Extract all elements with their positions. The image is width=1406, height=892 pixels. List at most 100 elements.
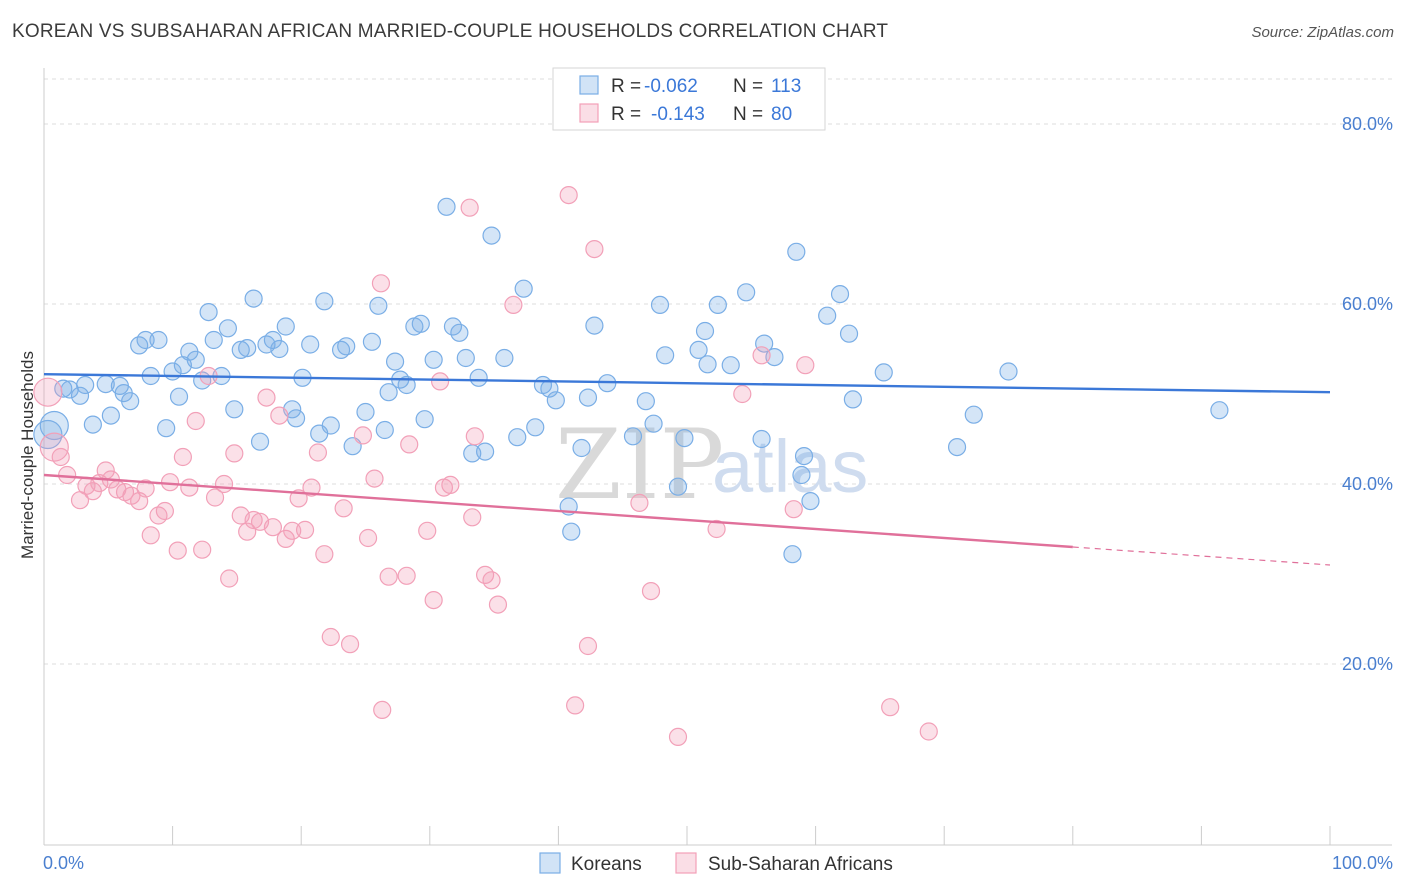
subsaharan-point bbox=[379, 567, 398, 586]
korean-point bbox=[369, 296, 388, 315]
subsaharan-point bbox=[33, 377, 63, 407]
subsaharan-point bbox=[358, 528, 378, 548]
korean-point bbox=[70, 386, 90, 405]
korean-point bbox=[375, 420, 394, 440]
korean-point bbox=[450, 323, 469, 342]
x-tick-label: 100.0% bbox=[1332, 853, 1393, 873]
korean-point bbox=[286, 409, 306, 428]
korean-point bbox=[1210, 401, 1229, 420]
korean-point bbox=[752, 429, 771, 449]
korean-point bbox=[263, 330, 283, 350]
subsaharan-point bbox=[578, 636, 598, 656]
korean-point bbox=[238, 339, 257, 358]
legend-n-label-subsaharan: N = bbox=[733, 104, 763, 125]
legend-r-label-koreans: R = bbox=[611, 76, 641, 97]
korean-point bbox=[331, 340, 351, 359]
y-axis-title: Married-couple Households bbox=[18, 351, 37, 559]
subsaharan-point bbox=[173, 447, 192, 467]
korean-point bbox=[668, 477, 688, 496]
korean-point bbox=[585, 316, 604, 335]
subsaharan-point bbox=[441, 475, 460, 494]
subsaharan-trend-extension bbox=[1072, 546, 1331, 566]
korean-point bbox=[250, 432, 270, 451]
subsaharan-point bbox=[205, 488, 225, 507]
korean-point bbox=[101, 406, 120, 425]
subsaharan-point bbox=[283, 521, 302, 540]
y-tick-label: 20.0% bbox=[1342, 654, 1393, 674]
korean-point bbox=[695, 321, 715, 341]
korean-point bbox=[839, 324, 859, 343]
korean-point bbox=[76, 375, 95, 395]
korean-point bbox=[244, 289, 263, 308]
korean-point bbox=[437, 197, 456, 216]
subsaharan-point bbox=[488, 595, 508, 614]
legend-n-value-koreans: 113 bbox=[771, 76, 801, 97]
subsaharan-point bbox=[796, 356, 815, 375]
bottom-legend-swatch-koreans bbox=[539, 852, 561, 874]
subsaharan-point bbox=[430, 372, 450, 391]
subsaharan-point bbox=[881, 698, 900, 717]
legend-n-label-koreans: N = bbox=[733, 76, 763, 97]
korean-point bbox=[636, 392, 655, 411]
korean-point bbox=[456, 348, 475, 368]
korean-point bbox=[270, 339, 289, 359]
korean-point bbox=[830, 285, 850, 304]
korean-trend-line bbox=[43, 373, 1331, 394]
korean-point bbox=[415, 410, 434, 429]
subsaharan-point bbox=[424, 590, 443, 610]
korean-point bbox=[508, 428, 527, 447]
korean-point bbox=[755, 334, 774, 353]
korean-point bbox=[337, 337, 356, 356]
bottom-legend-label-subsaharan: Sub-Saharan Africans bbox=[708, 854, 893, 875]
korean-point bbox=[562, 522, 581, 541]
subsaharan-point bbox=[155, 501, 174, 521]
korean-point bbox=[362, 332, 382, 351]
watermark-zip: ZIP bbox=[555, 409, 724, 521]
subsaharan-point bbox=[51, 447, 70, 467]
subsaharan-point bbox=[270, 406, 289, 425]
korean-point bbox=[276, 317, 295, 336]
korean-point bbox=[475, 442, 495, 461]
korean-point bbox=[397, 375, 416, 395]
subsaharan-point bbox=[400, 435, 419, 454]
korean-point bbox=[315, 292, 334, 311]
korean-point bbox=[794, 447, 814, 466]
subsaharan-point bbox=[371, 274, 391, 293]
korean-point bbox=[186, 350, 205, 369]
korean-point bbox=[526, 418, 545, 437]
watermark-atlas: atlas bbox=[712, 425, 868, 508]
korean-point bbox=[999, 362, 1018, 381]
korean-point bbox=[121, 392, 140, 411]
korean-point bbox=[225, 400, 244, 419]
korean-point bbox=[157, 419, 176, 438]
subsaharan-point bbox=[365, 469, 384, 488]
subsaharan-point bbox=[641, 581, 661, 601]
subsaharan-trend-line bbox=[43, 473, 1073, 549]
subsaharan-point bbox=[321, 627, 340, 647]
subsaharan-point bbox=[504, 295, 523, 314]
korean-point bbox=[947, 438, 967, 457]
subsaharan-point bbox=[244, 510, 263, 530]
subsaharan-point bbox=[302, 478, 321, 497]
korean-point bbox=[578, 388, 598, 407]
subsaharan-point bbox=[353, 426, 373, 445]
korean-point bbox=[218, 319, 237, 338]
korean-point bbox=[801, 492, 820, 511]
korean-point bbox=[411, 314, 430, 333]
korean-point bbox=[721, 356, 740, 375]
subsaharan-point bbox=[168, 541, 187, 560]
legend-n-value-subsaharan: 80 bbox=[771, 104, 792, 125]
korean-point bbox=[689, 340, 708, 359]
korean-point bbox=[514, 279, 533, 298]
legend-swatch-koreans bbox=[579, 75, 599, 95]
korean-point bbox=[572, 438, 591, 458]
axis-layer: 20.0% 40.0% 60.0% 80.0% 0.0% 100.0% bbox=[43, 68, 1393, 873]
subsaharan-point bbox=[784, 500, 803, 519]
chart-title: KOREAN VS SUBSAHARAN AFRICAN MARRIED-COU… bbox=[12, 21, 889, 42]
korean-point bbox=[644, 414, 663, 433]
korean-point bbox=[675, 429, 694, 448]
korean-point bbox=[321, 416, 340, 435]
korean-point bbox=[818, 306, 837, 325]
grid-layer bbox=[44, 78, 1392, 665]
korean-point bbox=[708, 295, 727, 314]
